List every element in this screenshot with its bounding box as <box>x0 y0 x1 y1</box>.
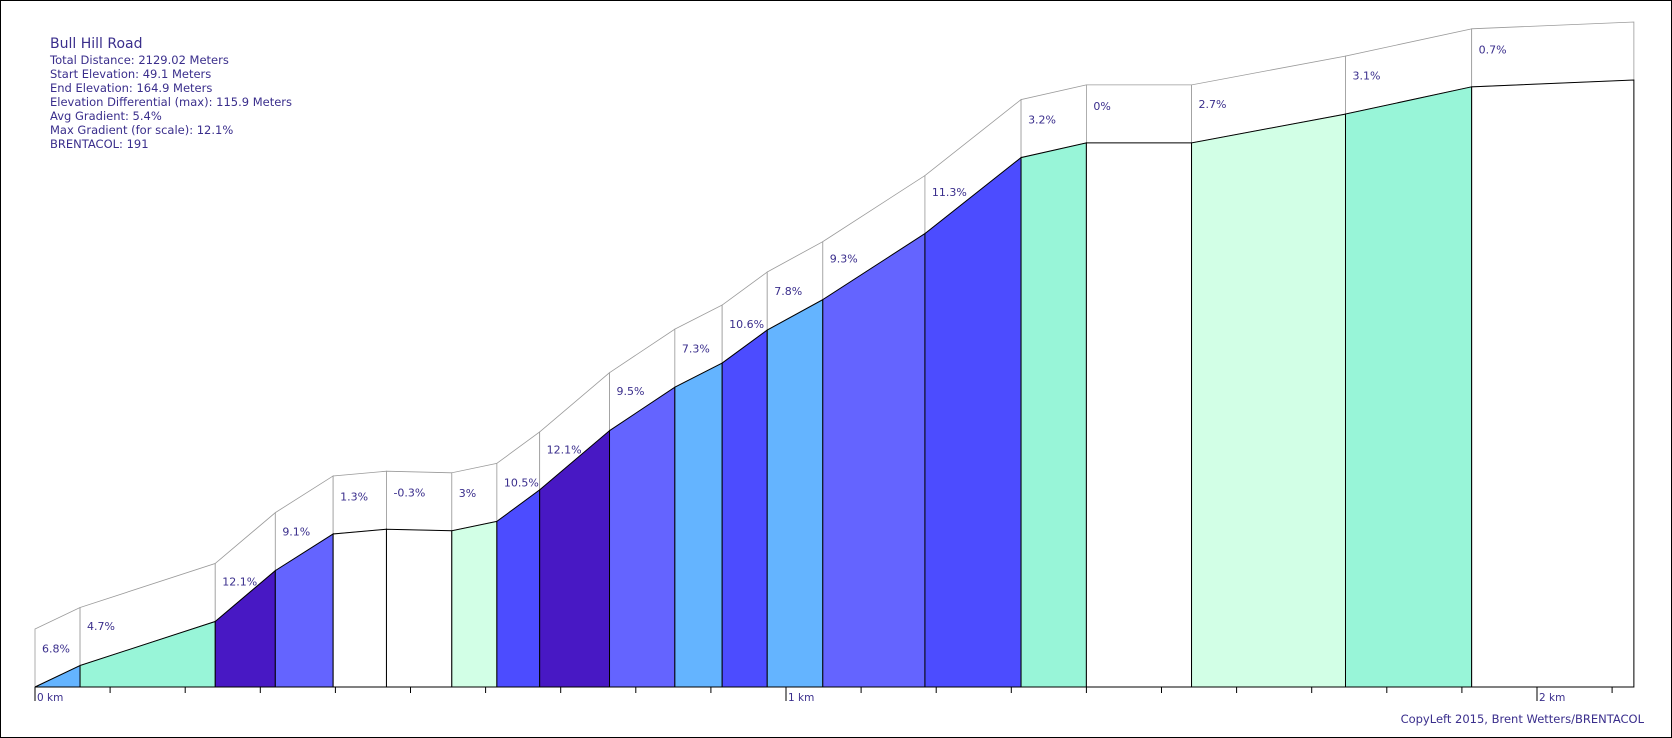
elevation-segment <box>822 232 926 688</box>
elevation-segment <box>924 156 1022 688</box>
elevation-segment <box>385 528 453 688</box>
gradient-label: -0.3% <box>393 486 425 499</box>
gradient-label: 11.3% <box>932 186 967 199</box>
gradient-label-band <box>34 21 1635 688</box>
elevation-segment <box>1085 142 1193 688</box>
gradient-label: 3% <box>459 487 476 500</box>
x-axis: 0 km 1 km 2 km <box>34 686 1634 704</box>
gradient-label: 1.3% <box>340 491 368 504</box>
gradient-label: 6.8% <box>42 643 70 656</box>
x-tick-label: 1 km <box>788 692 814 704</box>
elevation-segment <box>674 362 723 688</box>
gradient-label: 9.5% <box>617 385 645 398</box>
gradient-label: 4.7% <box>87 620 115 633</box>
gradient-label: 10.5% <box>504 476 539 489</box>
max-gradient: Max Gradient (for scale): 12.1% <box>50 123 234 137</box>
gradient-label: 3.2% <box>1028 114 1056 127</box>
elevation-segment <box>609 386 676 688</box>
gradient-labels: 6.8% 4.7% 12.1% 9.1% 1.3% -0.3% 3% 10.5% 12.1% 9.… <box>42 43 1507 655</box>
elevation-segment <box>766 298 824 688</box>
gradient-label: 9.1% <box>282 525 310 538</box>
gradient-label: 7.3% <box>682 343 710 356</box>
gradient-label: 10.6% <box>729 318 764 331</box>
gradient-label: 0.7% <box>1479 43 1507 56</box>
gradient-label: 2.7% <box>1199 98 1227 111</box>
elevation-segment <box>496 488 541 688</box>
copyleft-credit: CopyLeft 2015, Brent Wetters/BRENTACOL <box>1400 712 1644 726</box>
gradient-band-cell <box>386 470 453 532</box>
gradient-label: 12.1% <box>547 443 582 456</box>
elevation-segment <box>1020 142 1087 688</box>
gradient-label: 3.1% <box>1352 69 1380 82</box>
route-info-panel: Bull Hill Road Total Distance: 2129.02 M… <box>50 36 292 151</box>
elevation-segment <box>1471 79 1635 688</box>
elevation-segment <box>332 528 387 688</box>
elevation-differential: Elevation Differential (max): 115.9 Mete… <box>50 95 292 109</box>
elevation-segment <box>1344 86 1473 688</box>
elevation-segment <box>451 520 498 688</box>
elevation-segment <box>1191 113 1346 688</box>
elevation-segments <box>34 79 1635 688</box>
start-elevation: Start Elevation: 49.1 Meters <box>50 67 212 81</box>
x-tick-label: 0 km <box>37 692 63 704</box>
end-elevation: End Elevation: 164.9 Meters <box>50 81 213 95</box>
gradient-label: 9.3% <box>830 253 858 266</box>
gradient-label: 12.1% <box>222 575 257 588</box>
avg-gradient: Avg Gradient: 5.4% <box>50 109 162 123</box>
gradient-label: 0% <box>1093 100 1110 113</box>
gradient-label: 7.8% <box>774 285 802 298</box>
total-distance: Total Distance: 2129.02 Meters <box>50 53 229 67</box>
brentacol-score: BRENTACOL: 191 <box>50 137 149 151</box>
route-title: Bull Hill Road <box>50 36 143 52</box>
elevation-segment <box>721 329 768 688</box>
gradient-band-cell <box>1086 84 1192 144</box>
x-tick-label: 2 km <box>1539 692 1565 704</box>
